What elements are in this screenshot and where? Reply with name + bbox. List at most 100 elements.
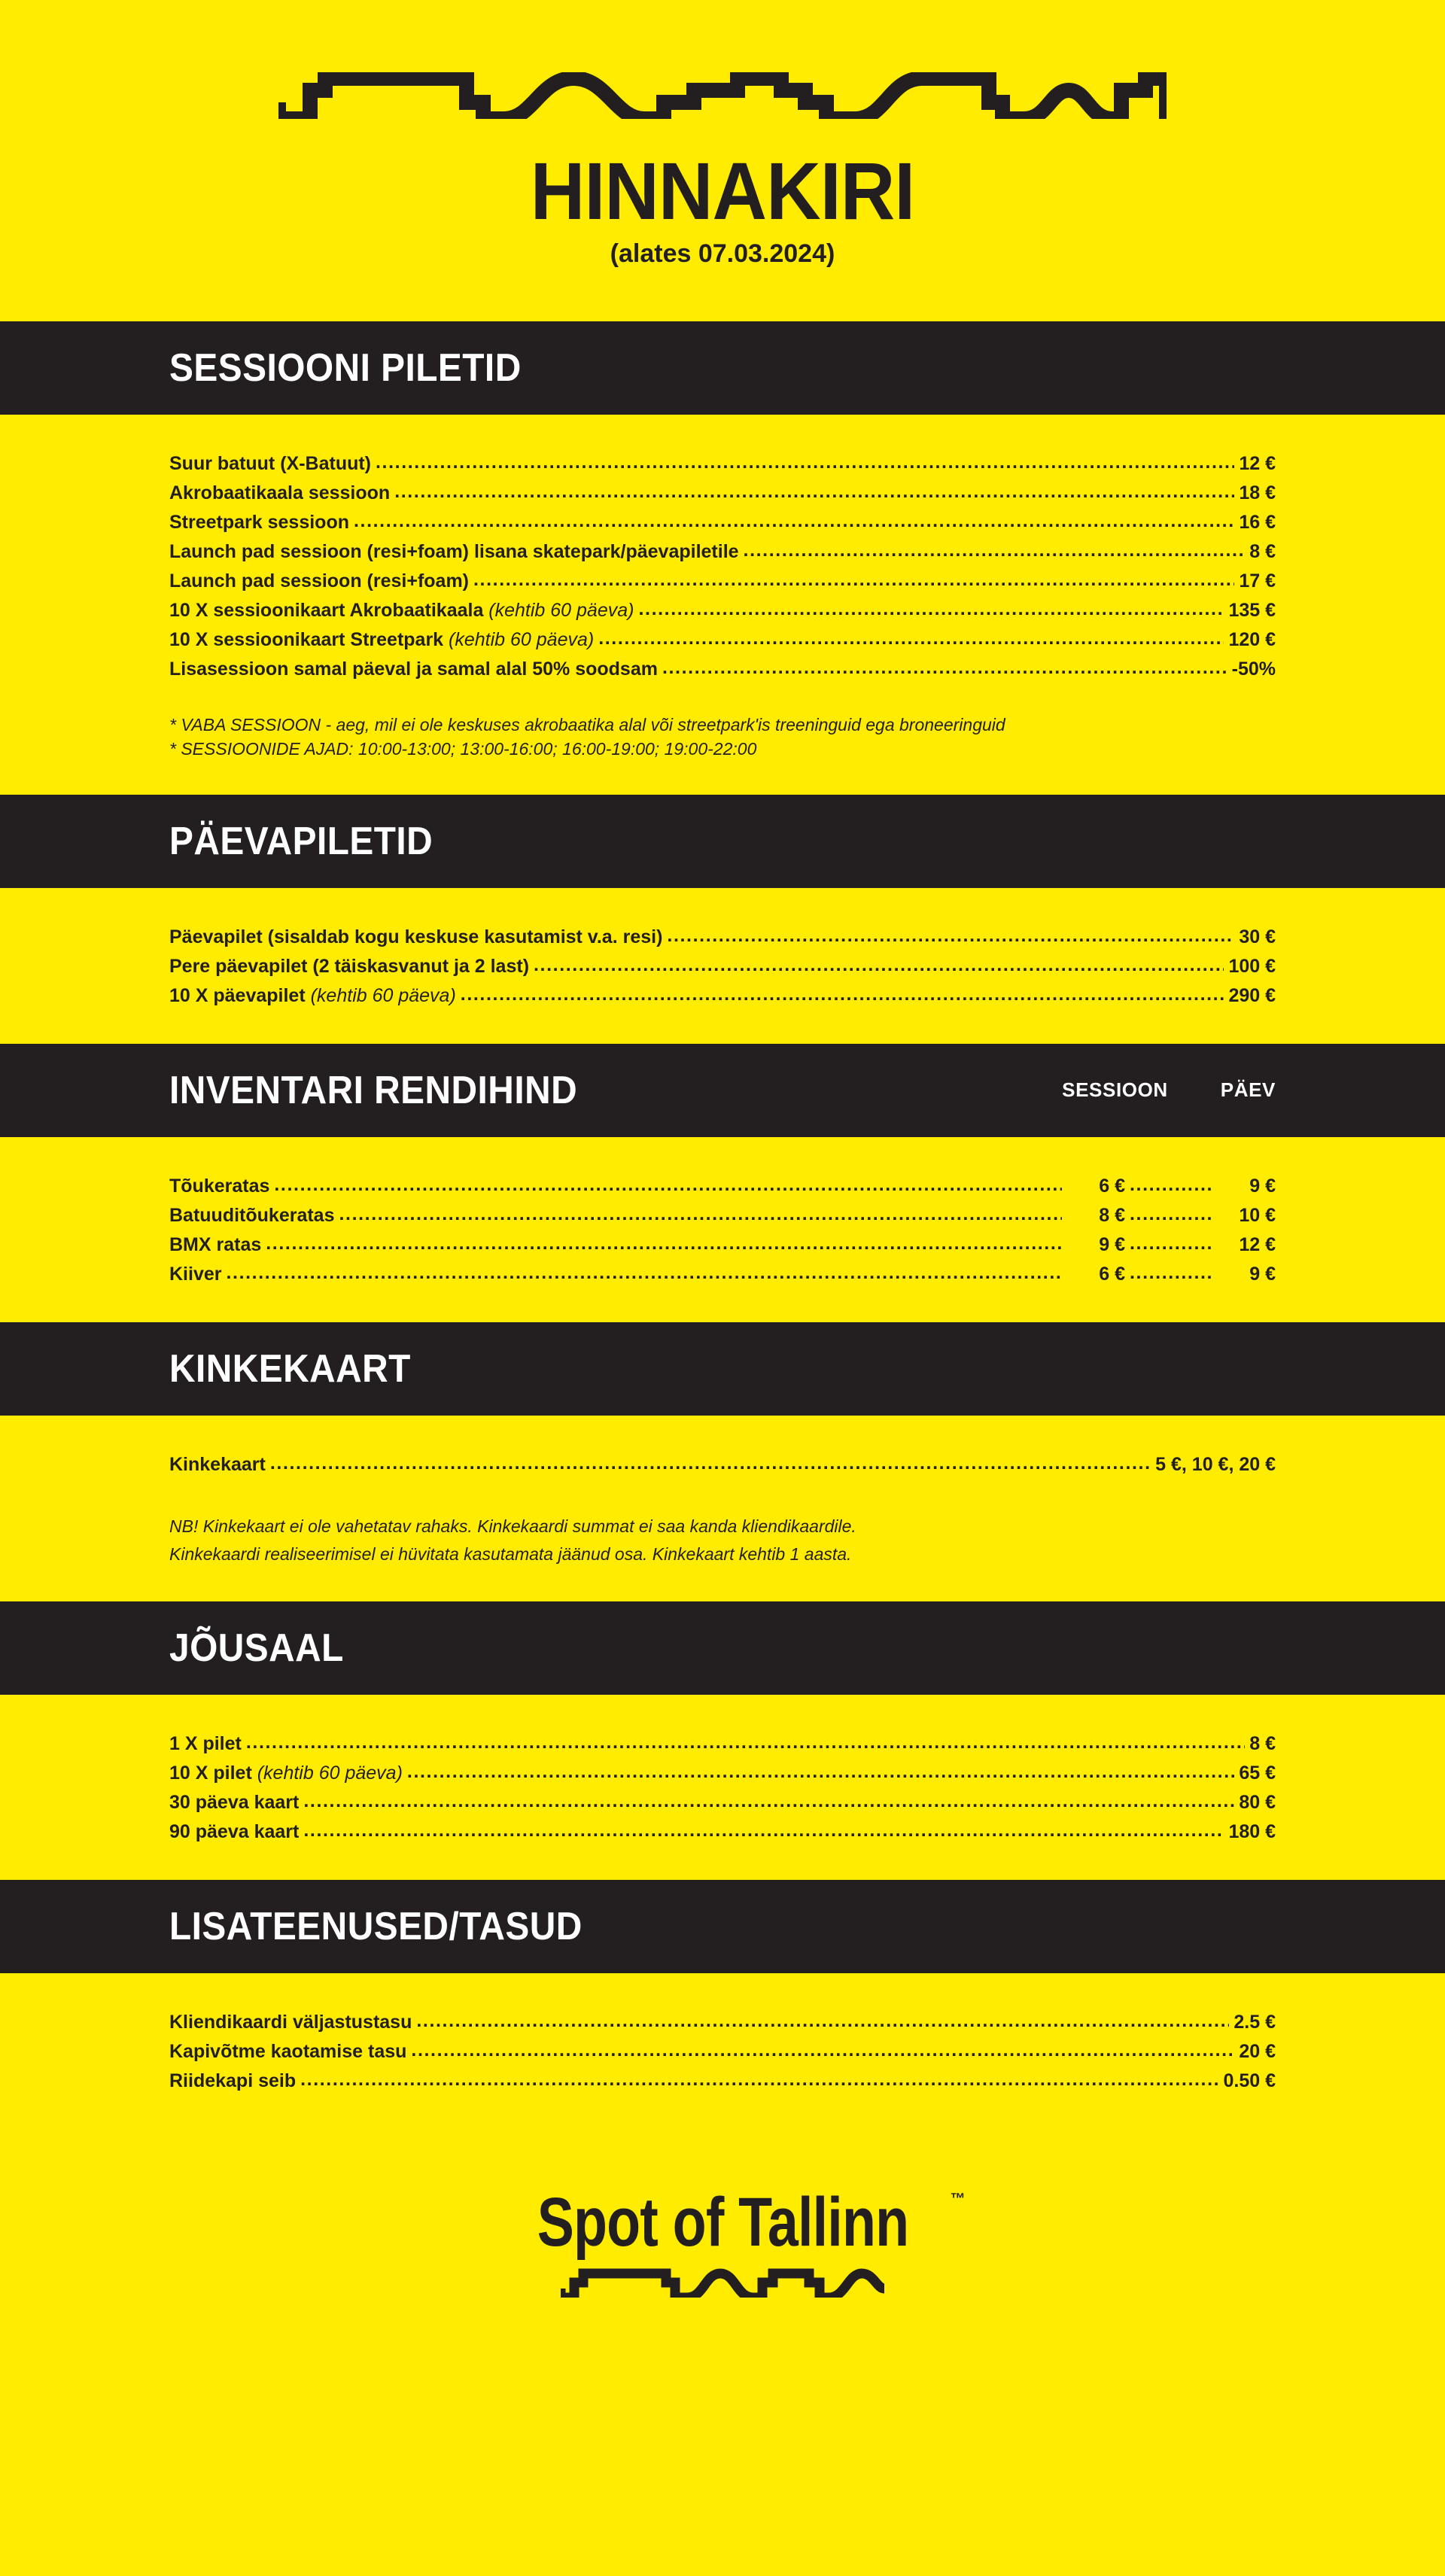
- price-row-label: Riidekapi seib: [169, 2070, 297, 2092]
- price-session: 6 €: [1099, 1175, 1125, 1197]
- footnote-line: * SESSIOONIDE AJAD: 10:00-13:00; 13:00-1…: [169, 739, 757, 759]
- column-headers: SESSIOON PÄEV: [1062, 1078, 1276, 1102]
- skyline-icon: [278, 72, 1167, 119]
- price-value: 2.5 €: [1234, 2012, 1276, 2033]
- price-row-label: Lisasessioon samal päeval ja samal alal …: [169, 658, 658, 680]
- section-jousaal: JÕUSAAL 1 X pilet........................…: [0, 1601, 1445, 1881]
- leader-dots: ........................................…: [269, 1453, 1151, 1473]
- price-row-label: Tõukeratas: [169, 1175, 270, 1197]
- price-row: Päevapilet (sisaldab kogu keskuse kasuta…: [169, 923, 1276, 952]
- leader-dots-secondary: ........................................…: [1130, 1175, 1212, 1194]
- price-row: 1 X pilet...............................…: [169, 1729, 1276, 1759]
- price-value: 5 €, 10 €, 20 €: [1155, 1453, 1276, 1475]
- price-day: 9 €: [1249, 1263, 1276, 1285]
- price-row: 90 päeva kaart..........................…: [169, 1817, 1276, 1847]
- leader-dots: ........................................…: [638, 599, 1224, 619]
- price-row-label: Batuuditõukeratas: [169, 1204, 335, 1226]
- price-row: 30 päeva kaart..........................…: [169, 1788, 1276, 1817]
- leader-dots: ........................................…: [460, 984, 1224, 1004]
- price-row-note: (kehtib 60 päeva): [257, 1762, 403, 1784]
- price-row: Launch pad sessioon (resi+foam) lisana s…: [169, 537, 1276, 567]
- price-value: 290 €: [1228, 984, 1276, 1006]
- price-value: 100 €: [1228, 955, 1276, 977]
- leader-dots: ........................................…: [598, 628, 1224, 648]
- price-row: Kliendikaardi väljastustasu.............…: [169, 2008, 1276, 2037]
- leader-dots: ........................................…: [303, 1792, 1234, 1811]
- leader-dots: ........................................…: [226, 1263, 1062, 1282]
- price-row: Tõukeratas..............................…: [169, 1172, 1276, 1201]
- price-row: Suur batuut (X-Batuut)..................…: [169, 449, 1276, 479]
- section-body-kinkekaart: Kinkekaart..............................…: [0, 1415, 1445, 1602]
- price-session: 8 €: [1099, 1204, 1125, 1226]
- price-row: Streetpark sessioon.....................…: [169, 508, 1276, 537]
- section-header-inventari-rendihind: INVENTARI RENDIHIND SESSIOON PÄEV: [0, 1043, 1445, 1137]
- section-kinkekaart: KINKEKAART Kinkekaart....................…: [0, 1321, 1445, 1602]
- price-row-label: 10 X sessioonikaart Akrobaatikaala (keht…: [169, 599, 634, 621]
- section-notes: NB! Kinkekaart ei ole vahetatav rahaks. …: [169, 1513, 1238, 1569]
- leader-dots: ........................................…: [376, 452, 1234, 472]
- leader-dots: ........................................…: [411, 2041, 1235, 2060]
- price-row-label: Pere päevapilet (2 täiskasvanut ja 2 las…: [169, 955, 530, 977]
- brand-logo-text: Spot of Tallinn: [537, 2184, 908, 2261]
- leader-dots-secondary: ........................................…: [1130, 1263, 1212, 1282]
- page-footer: Spot of Tallinn ™: [0, 2129, 1445, 2351]
- price-row-label: Kapivõtme kaotamise tasu: [169, 2041, 407, 2063]
- section-body-inventari-rendihind: Tõukeratas..............................…: [0, 1136, 1445, 1322]
- section-header-kinkekaart: KINKEKAART: [0, 1321, 1445, 1416]
- price-row: Kiiver..................................…: [169, 1260, 1276, 1289]
- price-value: 8 €: [1249, 1733, 1276, 1755]
- section-body-lisateenused-tasud: Kliendikaardi väljastustasu.............…: [0, 1973, 1445, 2130]
- section-footnotes: * VABA SESSIOON - aeg, mil ei ole keskus…: [169, 713, 1208, 762]
- price-session: 6 €: [1099, 1263, 1125, 1285]
- price-row: Lisasessioon samal päeval ja samal alal …: [169, 655, 1276, 684]
- page-header: HINNAKIRI (alates 07.03.2024): [0, 0, 1445, 321]
- price-row-label: BMX ratas: [169, 1233, 262, 1255]
- section-inventari-rendihind: INVENTARI RENDIHIND SESSIOON PÄEV Tõukerata…: [0, 1043, 1445, 1322]
- section-header-paevapiletid: PÄEVAPILETID: [0, 794, 1445, 888]
- price-row: Akrobaatikaala sessioon ................…: [169, 479, 1276, 508]
- sections-container: SESSIOONI PILETID Suur batuut (X-Batuut).…: [0, 321, 1445, 2130]
- leader-dots: ........................................…: [274, 1175, 1062, 1194]
- leader-dots: ........................................…: [245, 1733, 1245, 1753]
- leader-dots: ........................................…: [300, 2070, 1219, 2090]
- section-title: LISATEENUSED/TASUD: [169, 1905, 583, 1949]
- price-value: 20 €: [1239, 2041, 1276, 2063]
- section-body-sessiooni-piletid: Suur batuut (X-Batuut)..................…: [0, 414, 1445, 795]
- price-day: 12 €: [1239, 1233, 1276, 1255]
- section-title: JÕUSAAL: [169, 1626, 344, 1671]
- price-value: 30 €: [1239, 926, 1276, 947]
- leader-dots-secondary: ........................................…: [1130, 1204, 1212, 1224]
- price-row: BMX ratas...............................…: [169, 1230, 1276, 1260]
- price-row-label: 90 päeva kaart: [169, 1821, 300, 1843]
- price-day: 9 €: [1249, 1175, 1276, 1197]
- section-header-lisateenused-tasud: LISATEENUSED/TASUD: [0, 1880, 1445, 1974]
- section-title: KINKEKAART: [169, 1346, 411, 1391]
- price-value: 135 €: [1228, 599, 1276, 621]
- price-row-label: 10 X päevapilet (kehtib 60 päeva): [169, 984, 456, 1006]
- price-row: Launch pad sessioon (resi+foam).........…: [169, 567, 1276, 596]
- price-row-note: (kehtib 60 päeva): [310, 984, 456, 1006]
- leader-dots-secondary: ........................................…: [1130, 1233, 1212, 1253]
- section-paevapiletid: PÄEVAPILETID Päevapilet (sisaldab kogu ke…: [0, 794, 1445, 1044]
- price-row-label: Streetpark sessioon: [169, 511, 349, 533]
- price-row: 10 X päevapilet (kehtib 60 päeva).......…: [169, 981, 1276, 1011]
- page-title: HINNAKIRI: [530, 145, 915, 236]
- leader-dots: ........................................…: [662, 658, 1227, 677]
- price-row-label: Suur batuut (X-Batuut): [169, 452, 372, 474]
- leader-dots: ........................................…: [534, 955, 1224, 975]
- column-header-paev: PÄEV: [1220, 1078, 1276, 1102]
- price-value: 17 €: [1239, 570, 1276, 592]
- price-row-note: (kehtib 60 päeva): [449, 628, 595, 650]
- leader-dots: ........................................…: [473, 570, 1234, 589]
- price-row: Kapivõtme kaotamise tasu................…: [169, 2037, 1276, 2067]
- price-row: 10 X sessioonikaart Streetpark (kehtib 6…: [169, 625, 1276, 655]
- price-row-label: Päevapilet (sisaldab kogu keskuse kasuta…: [169, 926, 663, 947]
- section-sessiooni-piletid: SESSIOONI PILETID Suur batuut (X-Batuut).…: [0, 321, 1445, 795]
- leader-dots: ........................................…: [354, 511, 1235, 531]
- section-title: SESSIOONI PILETID: [169, 345, 522, 390]
- price-row: Batuuditõukeratas.......................…: [169, 1201, 1276, 1230]
- price-session: 9 €: [1099, 1233, 1125, 1255]
- price-value: 8 €: [1249, 540, 1276, 562]
- leader-dots: ........................................…: [743, 540, 1246, 560]
- price-day: 10 €: [1239, 1204, 1276, 1226]
